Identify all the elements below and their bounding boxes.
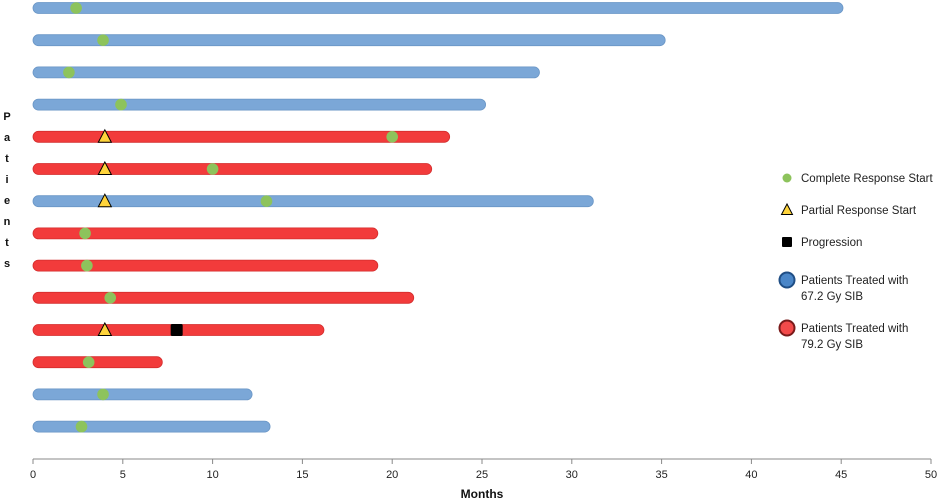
- complete-response-marker: [75, 420, 88, 433]
- legend-label: Complete Response Start: [801, 173, 933, 185]
- patient-row: [32, 291, 415, 304]
- x-axis: 0 5 10 15 20 25 30 35 40 45 50 Months: [30, 458, 937, 501]
- legend-item: Partial Response Start: [780, 202, 917, 217]
- legend-swatch: [780, 202, 794, 215]
- x-tick-label: 5: [120, 469, 126, 481]
- patient-row: [32, 34, 666, 47]
- patient-row: [32, 388, 253, 401]
- patient-row: [32, 128, 451, 143]
- legend-swatch: [778, 271, 796, 289]
- patient-bar: [32, 195, 594, 208]
- patient-row: [32, 356, 163, 369]
- patient-row: [32, 227, 379, 240]
- x-tick-label: 20: [386, 469, 398, 481]
- legend-item: Patients Treated with 67.2 Gy SIB: [778, 271, 908, 303]
- x-tick-label: 15: [296, 469, 308, 481]
- x-tick-label: 10: [206, 469, 218, 481]
- legend-item: Complete Response Start: [782, 173, 933, 185]
- patient-row: [32, 193, 594, 208]
- patient-bar: [32, 388, 253, 401]
- partial-response-marker: [97, 160, 113, 175]
- complete-response-marker: [82, 356, 95, 369]
- complete-response-marker: [260, 195, 273, 207]
- patient-bar: [32, 227, 379, 240]
- patient-bar: [32, 34, 666, 47]
- patient-bar: [32, 130, 451, 143]
- progression-marker: [170, 324, 183, 336]
- legend-label: Patients Treated with: [801, 275, 908, 287]
- partial-response-marker: [97, 128, 113, 143]
- x-tick-label: 0: [30, 469, 36, 481]
- patient-bar: [32, 420, 271, 433]
- legend-swatch: [778, 319, 796, 337]
- complete-response-marker: [97, 34, 109, 46]
- legend-label: 67.2 Gy SIB: [801, 291, 863, 303]
- patient-row: [32, 98, 486, 111]
- patient-row: [32, 66, 540, 79]
- legend-item: Progression: [782, 237, 862, 249]
- complete-response-marker: [79, 227, 91, 240]
- x-tick-label: 45: [835, 469, 847, 481]
- complete-response-marker: [81, 259, 93, 272]
- x-axis-title: Months: [461, 487, 504, 501]
- patient-bar: [32, 98, 486, 111]
- complete-response-marker: [70, 2, 82, 14]
- x-tick-label: 30: [566, 469, 578, 481]
- legend-item: Patients Treated with 79.2 Gy SIB: [778, 319, 908, 351]
- patient-bar: [32, 259, 379, 272]
- patient-row: [32, 259, 379, 272]
- partial-response-marker: [97, 321, 113, 336]
- x-tick-label: 40: [745, 469, 757, 481]
- patient-bar: [32, 163, 433, 175]
- patient-bar: [32, 66, 540, 79]
- legend-swatch: [782, 173, 792, 183]
- complete-response-marker: [206, 163, 219, 175]
- complete-response-marker: [386, 131, 399, 143]
- complete-response-marker: [97, 388, 109, 401]
- patient-row: [32, 420, 271, 433]
- x-tick-label: 25: [476, 469, 488, 481]
- complete-response-marker: [115, 98, 127, 111]
- legend-label: Progression: [801, 237, 862, 249]
- patient-bar: [32, 2, 844, 14]
- complete-response-marker: [63, 66, 75, 79]
- complete-response-marker: [104, 292, 117, 304]
- patient-row: [32, 2, 844, 14]
- patient-row: [32, 321, 325, 336]
- legend-label: 79.2 Gy SIB: [801, 339, 863, 351]
- patient-bar: [32, 356, 163, 369]
- legend: Complete Response Start Partial Response …: [778, 173, 933, 351]
- patient-row: [32, 160, 433, 175]
- legend-swatch: [782, 237, 792, 247]
- plot-area: [32, 2, 844, 433]
- x-tick-label: 50: [925, 469, 937, 481]
- legend-label: Partial Response Start: [801, 205, 917, 217]
- patient-bar: [32, 291, 415, 304]
- legend-label: Patients Treated with: [801, 323, 908, 335]
- partial-response-marker: [97, 193, 113, 208]
- x-tick-label: 35: [655, 469, 667, 481]
